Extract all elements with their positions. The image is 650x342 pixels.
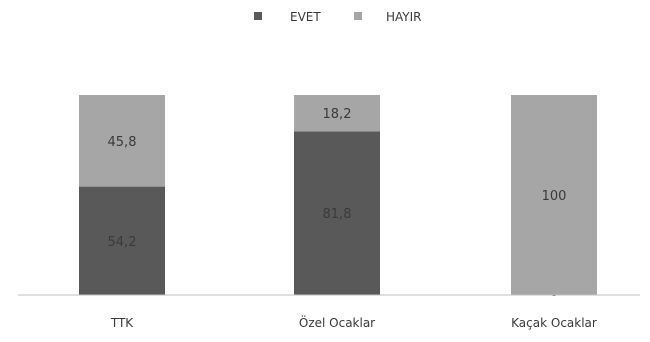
x-tick-labels: TTK Özel Ocaklar Kaçak Ocaklar [110, 314, 597, 330]
data-label-ozel-ocaklar-evet: 81,8 [323, 207, 352, 222]
bar-kacak-ocaklar-hayir [511, 95, 597, 295]
x-tick-label-ozel-ocaklar: Özel Ocaklar [299, 314, 375, 330]
bar-ozel-ocaklar-evet [294, 131, 380, 295]
bars: 54,245,881,818,20100 [79, 95, 597, 300]
bar-ozel-ocaklar-hayir [294, 95, 380, 132]
bar-ttk-hayir [79, 95, 165, 187]
data-label-ttk-evet: 54,2 [108, 235, 137, 250]
legend-label-hayir: HAYIR [386, 10, 422, 24]
x-tick-label-ttk: TTK [110, 316, 134, 330]
data-label-kacak-ocaklar-hayir: 100 [542, 189, 567, 204]
x-tick-label-kacak-ocaklar: Kaçak Ocaklar [511, 316, 597, 330]
data-label-ttk-hayir: 45,8 [108, 135, 137, 150]
data-label-ozel-ocaklar-hayir: 18,2 [323, 107, 352, 122]
legend: EVET HAYIR [254, 10, 422, 24]
legend-label-evet: EVET [290, 10, 321, 24]
legend-swatch-hayir [354, 12, 362, 20]
bar-ttk-evet [79, 186, 165, 295]
legend-swatch-evet [254, 12, 262, 20]
